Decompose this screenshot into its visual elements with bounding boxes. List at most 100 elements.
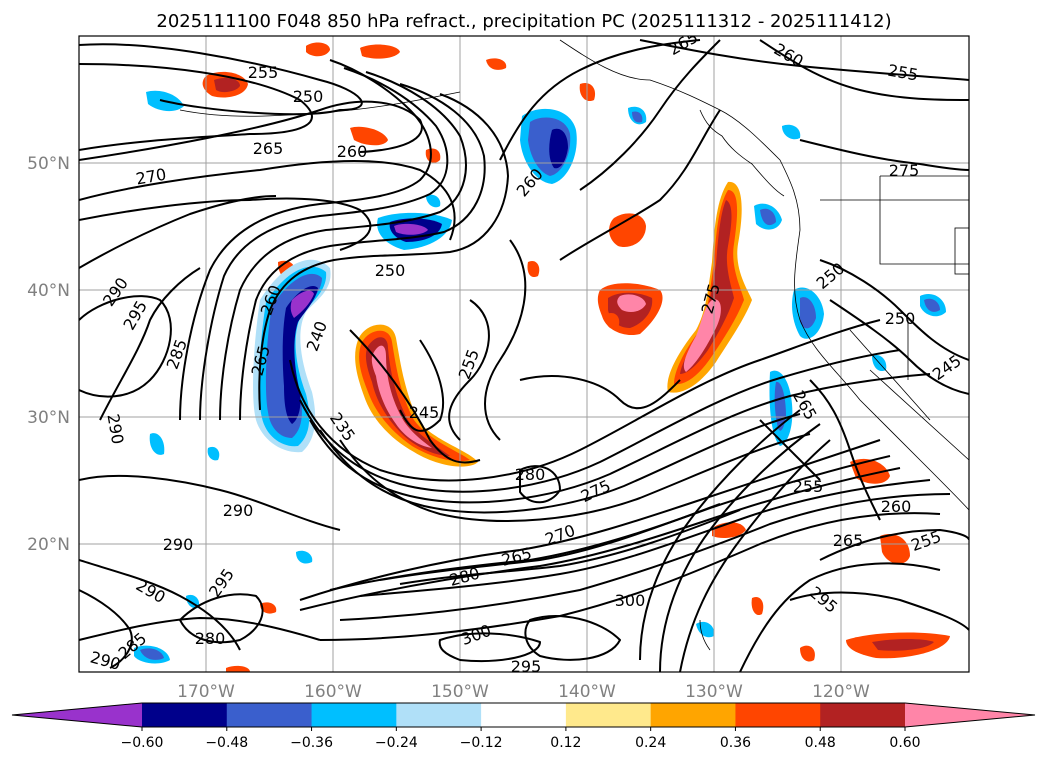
chart-title: 2025111100 F048 850 hPa refract., precip… <box>156 11 891 32</box>
colorbar-tick-label: 0.48 <box>805 735 836 751</box>
y-tick-label: 40°N <box>27 281 70 301</box>
colorbar-segment <box>226 703 313 727</box>
contour-line <box>759 419 821 481</box>
contour-line <box>679 439 831 672</box>
contour-line <box>319 413 801 514</box>
colorbar-tick-label: −0.12 <box>460 735 503 751</box>
coastline <box>954 227 969 275</box>
contour-line <box>819 259 969 361</box>
contour-line <box>579 39 721 191</box>
precip-patch <box>260 602 277 614</box>
x-tick-label: 130°W <box>685 682 743 702</box>
contour-line <box>79 589 133 669</box>
precip-patch <box>207 446 220 461</box>
precip-patch <box>425 148 441 163</box>
precip-patch <box>394 223 428 235</box>
colorbar-extend-max <box>905 703 1035 727</box>
contour-line <box>559 109 721 261</box>
precip-patch <box>782 124 801 140</box>
plot-frame <box>78 35 970 673</box>
precip-patch <box>683 299 721 372</box>
y-tick-label: 50°N <box>27 154 70 174</box>
x-tick-label: 160°W <box>304 682 362 702</box>
contour-label: 280 <box>195 629 226 648</box>
contour-label: 265 <box>833 531 864 550</box>
lat-lon-grid <box>79 36 969 672</box>
precip-patch <box>549 128 568 169</box>
coastline <box>699 619 711 651</box>
x-tick-label: 120°W <box>812 682 870 702</box>
map-plot-area: 255 250 265 260 270 290 295 260 285 265 … <box>79 36 969 672</box>
colorbar-segment <box>565 703 652 727</box>
precip-patch <box>282 286 318 424</box>
precip-patch <box>149 433 165 455</box>
contour-label: 250 <box>885 309 916 328</box>
precip-patch <box>265 273 322 438</box>
contour-line <box>759 39 969 101</box>
colorbar-tick-label: 0.60 <box>889 735 920 751</box>
contour-line <box>829 299 969 395</box>
contour-line <box>639 409 801 661</box>
contour-label: 255 <box>793 477 824 496</box>
contour-line <box>79 295 172 398</box>
contour-label: 260 <box>881 497 912 516</box>
precip-patch <box>632 111 643 123</box>
contour-line <box>524 615 621 661</box>
colorbar-extend-min <box>12 703 142 727</box>
precip-patch <box>800 297 816 329</box>
precip-patch <box>306 42 330 57</box>
precip-patch <box>226 665 250 672</box>
precip-patch <box>880 534 910 564</box>
contour-line <box>79 559 241 651</box>
contour-line <box>659 423 821 672</box>
precip-patch <box>800 645 815 662</box>
contour-line <box>79 100 423 161</box>
colorbar-tick-label: 0.12 <box>550 735 581 751</box>
precip-patch <box>350 126 388 146</box>
precip-patch <box>296 550 313 564</box>
contour-line <box>484 239 527 441</box>
colorbar-tick-label: −0.60 <box>121 735 164 751</box>
precip-patch <box>140 648 164 660</box>
precip-patch <box>486 58 507 70</box>
coastline <box>820 175 969 461</box>
contour-line <box>438 632 541 663</box>
contour-label: 250 <box>375 261 406 280</box>
colorbar-tick-label: −0.48 <box>205 735 248 751</box>
coastline <box>559 39 969 511</box>
contour-label: 275 <box>889 161 920 180</box>
y-tick-label: 20°N <box>27 535 70 555</box>
precip-patch <box>605 312 620 330</box>
contour-line <box>519 375 681 410</box>
contour-line <box>819 529 969 561</box>
colorbar-segment <box>481 703 567 727</box>
precip-patch <box>609 213 646 248</box>
colorbar-tick-label: 0.36 <box>720 735 751 751</box>
contour-line <box>79 63 313 151</box>
contour-line <box>179 593 264 644</box>
precip-patch <box>426 194 441 208</box>
contour-line <box>379 503 721 581</box>
contour-label: 260 <box>337 142 368 161</box>
contour-line <box>448 299 490 441</box>
colorbar-segment <box>396 703 482 727</box>
contour-line <box>739 562 941 672</box>
contour-line <box>789 591 969 631</box>
contour-line <box>399 509 741 585</box>
precipitation-fills <box>134 42 950 672</box>
contour-label: 290 <box>223 501 254 520</box>
colorbar-tick-label: −0.24 <box>375 735 418 751</box>
colorbar-segment <box>820 703 906 727</box>
colorbar-segment <box>142 703 228 727</box>
contour-line <box>289 319 881 482</box>
precip-patch <box>365 337 450 456</box>
contour-line <box>219 71 467 421</box>
colorbar-segment <box>311 703 397 727</box>
precip-patch <box>360 44 400 59</box>
contour-line <box>299 467 901 611</box>
contour-line <box>799 139 969 171</box>
contour-label: 245 <box>409 403 440 422</box>
y-tick-label: 30°N <box>27 408 70 428</box>
contour-label: 300 <box>615 591 646 610</box>
contour-line <box>299 439 881 601</box>
